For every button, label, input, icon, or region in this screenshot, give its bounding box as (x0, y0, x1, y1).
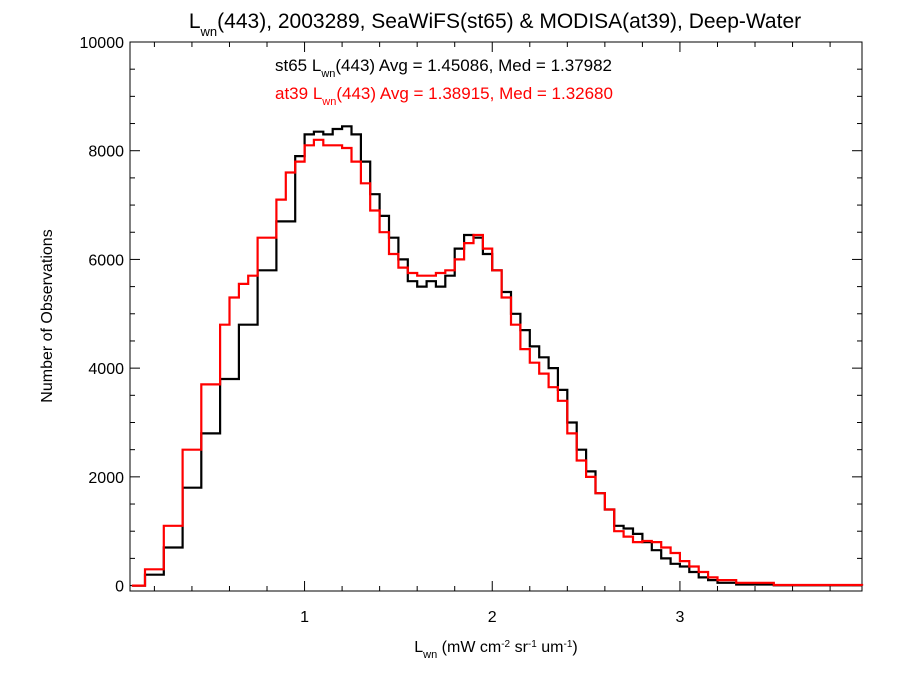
plot-axes: 0 2000 4000 6000 8000 10000 1 2 3 (80, 35, 863, 626)
chart-legend: st65 Lwn(443) Avg = 1.45086, Med = 1.379… (275, 56, 613, 108)
series-line-st65 (131, 125, 864, 587)
y-tick-label: 2000 (88, 470, 124, 487)
y-tick-label: 0 (115, 579, 124, 596)
chart-title: Lwn(443), 2003289, SeaWiFS(st65) & MODIS… (189, 10, 801, 39)
y-tick-label: 8000 (88, 144, 124, 161)
legend-entry-at39: at39 Lwn(443) Avg = 1.38915, Med = 1.326… (275, 84, 613, 108)
x-axis-label-text: Lwn (mW cm-2 sr-1 um-1) (414, 639, 577, 662)
plot-series (131, 125, 864, 587)
y-tick-label: 6000 (88, 252, 124, 269)
plot-frame (129, 41, 863, 592)
x-axis-label: Lwn (mW cm-2 sr-1 um-1) (414, 639, 577, 662)
y-tick-label: 4000 (88, 361, 124, 378)
y-tick-label: 10000 (80, 35, 125, 52)
legend-entry-st65: st65 Lwn(443) Avg = 1.45086, Med = 1.379… (275, 56, 612, 80)
x-tick-label: 2 (488, 609, 497, 626)
x-tick-label: 1 (300, 609, 309, 626)
y-axis-label-text: Number of Observations (39, 229, 56, 402)
chart-title-text: Lwn(443), 2003289, SeaWiFS(st65) & MODIS… (189, 10, 801, 39)
series-line-at39 (131, 138, 864, 587)
x-tick-label: 3 (675, 609, 684, 626)
y-axis-label: Number of Observations (39, 229, 56, 402)
